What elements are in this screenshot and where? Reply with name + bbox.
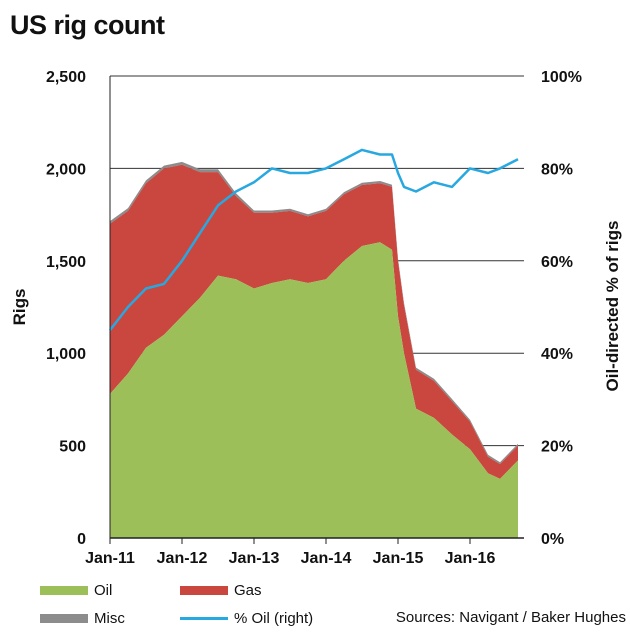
legend-label-gas: Gas bbox=[234, 582, 262, 599]
stacked-areas bbox=[110, 161, 518, 539]
x-tick-label: Jan-12 bbox=[157, 550, 208, 567]
y-right-axis-title: Oil-directed % of rigs bbox=[603, 221, 622, 392]
legend-item-gas: Gas bbox=[180, 582, 262, 599]
legend-swatch-misc bbox=[40, 614, 88, 623]
y-right-tick-label: 20% bbox=[541, 439, 573, 456]
y-right-tick-label: 40% bbox=[541, 346, 573, 363]
x-tick-label: Jan-14 bbox=[301, 550, 352, 567]
y-tick-label: 500 bbox=[59, 439, 86, 456]
legend-swatch-gas bbox=[180, 586, 228, 595]
y-right-tick-label: 0% bbox=[541, 531, 564, 548]
y-tick-label: 2,500 bbox=[46, 69, 86, 86]
chart-title: US rig count bbox=[10, 10, 165, 40]
y-tick-label: 0 bbox=[77, 531, 86, 548]
y-right-tick-label: 80% bbox=[541, 161, 573, 178]
legend-item-misc: Misc bbox=[40, 610, 125, 627]
rig-count-chart: 0 500 1,000 1,500 2,000 2,500 0% 20% 40% 60% 80% 10… bbox=[10, 69, 622, 567]
pct-oil-line bbox=[109, 148, 519, 331]
legend-swatch-pct-oil bbox=[180, 617, 228, 620]
source-note: Sources: Navigant / Baker Hughes bbox=[395, 609, 626, 626]
axes: 0 500 1,000 1,500 2,000 2,500 0% 20% 40% 60% 80% 10… bbox=[10, 69, 622, 567]
legend-label-oil: Oil bbox=[94, 582, 113, 599]
y-right-tick-label: 100% bbox=[541, 69, 582, 86]
legend-label-misc: Misc bbox=[94, 610, 125, 627]
x-tick-label: Jan-13 bbox=[229, 550, 280, 567]
legend-item-oil: Oil bbox=[40, 582, 112, 599]
legend-label-pct-oil: % Oil (right) bbox=[234, 610, 314, 627]
x-tick-label: Jan-16 bbox=[445, 550, 496, 567]
x-tick-label: Jan-11 bbox=[85, 550, 135, 567]
gas-area bbox=[110, 164, 518, 479]
y-tick-label: 1,500 bbox=[46, 254, 86, 271]
legend-swatch-oil bbox=[40, 586, 88, 595]
legend: Oil Gas Misc % Oil (right) bbox=[40, 582, 630, 636]
legend-item-pct-oil: % Oil (right) bbox=[180, 610, 313, 627]
y-tick-label: 1,000 bbox=[46, 346, 86, 363]
misc-area bbox=[110, 161, 518, 465]
x-tick-label: Jan-15 bbox=[373, 550, 424, 567]
pct-oil-line-group bbox=[109, 148, 519, 331]
oil-area bbox=[110, 242, 518, 539]
y-tick-label: 2,000 bbox=[46, 161, 86, 178]
y-axis-title: Rigs bbox=[10, 289, 29, 326]
y-right-tick-label: 60% bbox=[541, 254, 573, 271]
